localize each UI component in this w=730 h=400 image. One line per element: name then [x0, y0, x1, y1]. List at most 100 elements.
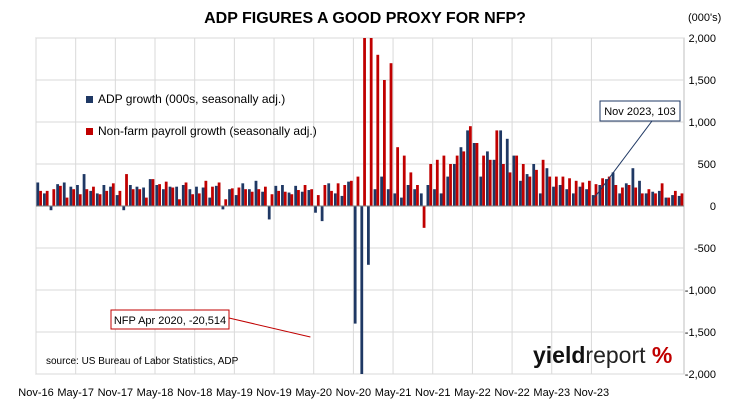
adp-bar — [228, 189, 231, 206]
nfp-bar — [164, 181, 168, 206]
adp-bar — [538, 193, 542, 206]
nfp-bar — [349, 180, 353, 206]
adp-bar — [479, 176, 483, 206]
adp-bar — [631, 168, 635, 206]
adp-bar — [591, 195, 595, 206]
nfp-bar — [627, 185, 631, 206]
adp-bar — [327, 183, 331, 206]
adp-bar — [36, 182, 40, 206]
nfp-bar — [528, 176, 532, 206]
nfp-bar — [343, 185, 347, 206]
nfp-bar — [554, 176, 558, 206]
adp-bar — [307, 190, 311, 206]
nfp-bar — [581, 182, 585, 206]
nfp-bar — [297, 190, 300, 206]
nfp-bar — [39, 190, 42, 206]
adp-bar — [287, 192, 291, 206]
adp-bar — [353, 206, 357, 324]
x-tick-label: Nov-20 — [336, 387, 371, 399]
adp-bar — [492, 159, 496, 206]
adp-bar — [62, 182, 66, 206]
adp-bar — [274, 185, 278, 206]
x-tick-label: Nov-22 — [494, 387, 529, 399]
adp-bar — [413, 189, 417, 206]
nfp-bar — [158, 184, 161, 206]
nfp-bar — [184, 182, 188, 206]
nfp-bar — [250, 191, 254, 206]
nfp-bar — [336, 183, 340, 206]
adp-bar — [644, 193, 648, 206]
nfp-bar — [601, 178, 604, 206]
adp-bar — [188, 189, 192, 206]
adp-bar — [234, 195, 238, 206]
nfp-bar — [409, 172, 413, 206]
nfp-bar — [548, 176, 552, 206]
nfp-bar — [230, 188, 234, 206]
nfp-bar — [191, 194, 195, 206]
adp-bar — [49, 206, 53, 211]
adp-bar — [624, 183, 628, 206]
nfp-bar — [217, 182, 221, 206]
nfp-bar — [303, 185, 307, 206]
adp-bar — [214, 185, 218, 206]
bars-group — [36, 38, 684, 374]
nfp-bar — [640, 193, 644, 206]
nfp-bar — [138, 189, 142, 206]
nfp-bar — [45, 190, 49, 206]
nfp-bar — [462, 151, 466, 206]
nfp-bar — [197, 193, 201, 206]
nfp-bar — [363, 38, 366, 206]
nfp-bar — [125, 174, 128, 206]
nfp-bar — [85, 189, 89, 206]
nfp-bar — [211, 186, 214, 206]
x-tick-label: May-18 — [137, 387, 174, 399]
adp-bar — [300, 191, 304, 206]
adp-bar — [512, 155, 516, 206]
y-tick-label: 1,000 — [688, 117, 716, 129]
adp-bar — [294, 185, 298, 206]
nfp-bar — [52, 189, 56, 206]
adp-bar — [281, 185, 284, 206]
adp-bar — [426, 185, 430, 206]
adp-bar — [386, 189, 390, 206]
nfp-bar — [435, 159, 439, 206]
x-tick-label: Nov-21 — [415, 387, 450, 399]
nfp-bar — [429, 164, 433, 206]
y-tick-label: -500 — [694, 243, 716, 255]
nfp-bar — [574, 180, 578, 206]
nfp-bar — [277, 190, 280, 206]
x-tick-label: Nov-19 — [256, 387, 291, 399]
nfp-bar — [482, 155, 485, 206]
nfp-bar — [680, 193, 684, 206]
nfp-bar — [65, 197, 69, 206]
nfp-bar — [561, 176, 565, 206]
adp-bar — [439, 193, 443, 206]
adp-bar — [532, 164, 536, 206]
nfp-bar — [310, 189, 314, 206]
adp-bar — [499, 130, 503, 206]
yieldreport-logo: yieldreport % — [533, 342, 673, 368]
source-note: source: US Bureau of Labor Statistics, A… — [46, 356, 239, 367]
x-tick-label: May-19 — [216, 387, 253, 399]
annotation-label-nfp-apr2020: NFP Apr 2020, -20,514 — [114, 315, 226, 327]
nfp-bar — [449, 164, 452, 206]
adp-bar — [102, 185, 106, 206]
nfp-bar — [356, 176, 360, 206]
nfp-bar — [521, 164, 525, 206]
nfp-bar — [376, 54, 380, 206]
nfp-bar — [270, 194, 274, 206]
nfp-bar — [495, 130, 499, 206]
legend-swatch — [86, 96, 93, 103]
nfp-bar — [422, 206, 426, 228]
nfp-bar — [131, 189, 135, 206]
x-tick-label: Nov-23 — [574, 387, 609, 399]
adp-bar — [459, 147, 463, 206]
y-tick-label: -2,000 — [685, 369, 716, 381]
nfp-bar — [535, 169, 538, 206]
annotation-label-nov2023: Nov 2023, 103 — [604, 106, 676, 118]
nfp-bar — [647, 189, 651, 206]
adp-bar — [406, 185, 410, 206]
nfp-bar — [607, 176, 611, 206]
adp-bar — [175, 186, 179, 206]
y-tick-label: -1,000 — [685, 285, 716, 297]
